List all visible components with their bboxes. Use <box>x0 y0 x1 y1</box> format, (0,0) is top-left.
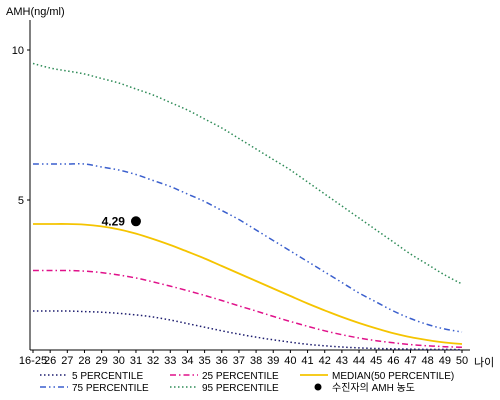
data-points: 4.29 <box>102 214 141 228</box>
x-tick-label: 34 <box>181 355 193 367</box>
series-line-5-percentile <box>33 310 463 351</box>
x-tick-label: 33 <box>164 355 176 367</box>
x-tick-label: 37 <box>233 355 245 367</box>
x-tick-label: 41 <box>301 355 313 367</box>
series-lines <box>32 62 463 351</box>
x-tick-label: 45 <box>370 355 382 367</box>
legend-label: 25 PERCENTILE <box>202 371 279 382</box>
series-line-median-50-percentile <box>33 223 463 345</box>
legend-label: 75 PERCENTILE <box>72 383 149 394</box>
x-tick-label: 35 <box>198 355 210 367</box>
legend-label: 5 PERCENTILE <box>72 371 143 382</box>
x-tick-label: 31 <box>130 355 142 367</box>
legend-marker <box>314 383 322 391</box>
x-tick-label: 28 <box>78 355 90 367</box>
legend-label: MEDIAN(50 PERCENTILE) <box>332 371 454 382</box>
x-tick-label: 43 <box>336 355 348 367</box>
x-tick-label: 40 <box>284 355 296 367</box>
legend-label: 수진자의 AMH 농도 <box>332 382 415 394</box>
y-tick-label: 10 <box>12 45 24 57</box>
y-axis-title: AMH(ng/ml) <box>6 6 65 18</box>
x-tick-label: 42 <box>319 355 331 367</box>
x-tick-label: 50 <box>456 355 468 367</box>
x-axis-title: 나이 <box>474 356 494 369</box>
legend: 5 PERCENTILE 25 PERCENTILE MEDIAN(50 PERCE… <box>40 371 454 394</box>
x-tick-label: 32 <box>147 355 159 367</box>
x-tick-label: 27 <box>61 355 73 367</box>
x-tick-label: 44 <box>353 355 365 367</box>
x-tick-label: 49 <box>439 355 451 367</box>
x-tick-label: 46 <box>387 355 399 367</box>
x-tick-label: 26 <box>44 355 56 367</box>
series-line-75-percentile <box>33 163 463 333</box>
x-tick-label: 16-25 <box>19 355 47 367</box>
y-tick-label: 5 <box>18 195 24 207</box>
patient-amh-point <box>130 216 141 227</box>
x-tick-label: 48 <box>422 355 434 367</box>
patient-amh-value-label: 4.29 <box>102 214 126 228</box>
x-tick-label: 36 <box>216 355 228 367</box>
legend-label: 95 PERCENTILE <box>202 383 279 394</box>
x-tick-label: 47 <box>404 355 416 367</box>
series-line-95-percentile <box>32 62 463 285</box>
x-tick-label: 38 <box>250 355 262 367</box>
x-tick-label: 30 <box>113 355 125 367</box>
x-tick-label: 29 <box>96 355 108 367</box>
x-tick-label: 39 <box>267 355 279 367</box>
series-line-25-percentile <box>32 269 463 349</box>
